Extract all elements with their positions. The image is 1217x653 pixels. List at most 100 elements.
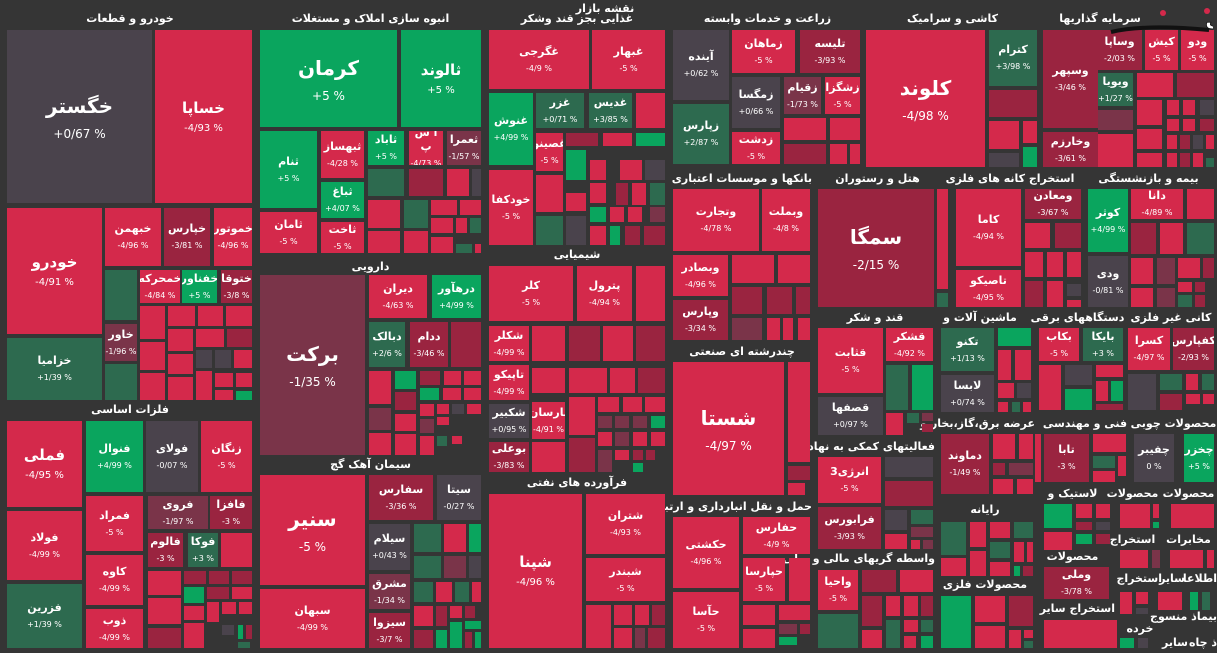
stock-tile[interactable]	[998, 402, 1008, 412]
stock-tile[interactable]	[464, 388, 481, 400]
stock-tile[interactable]	[1067, 284, 1081, 296]
stock-tile[interactable]	[1024, 630, 1033, 638]
stock-tile[interactable]	[431, 200, 457, 215]
stock-tile[interactable]	[467, 404, 481, 414]
stock-tile[interactable]: زنگان -5 %	[201, 421, 252, 492]
stock-tile[interactable]	[196, 329, 224, 347]
stock-tile[interactable]	[1138, 638, 1148, 648]
stock-tile[interactable]	[885, 534, 907, 549]
stock-tile[interactable]: ثامان -5 %	[260, 212, 317, 253]
stock-tile[interactable]: سیزوا -3/7 %	[369, 613, 410, 648]
stock-tile[interactable]	[989, 121, 1019, 149]
stock-tile[interactable]	[1136, 608, 1148, 614]
stock-tile[interactable]	[469, 524, 481, 552]
stock-tile[interactable]	[798, 318, 810, 340]
stock-tile[interactable]	[1065, 389, 1092, 410]
stock-tile[interactable]	[532, 442, 565, 472]
stock-tile[interactable]	[1015, 350, 1031, 380]
stock-tile[interactable]	[536, 175, 563, 212]
stock-tile[interactable]	[532, 368, 565, 393]
stock-tile[interactable]	[993, 479, 1013, 494]
stock-tile[interactable]	[1025, 252, 1043, 277]
stock-tile[interactable]: حآسا -5 %	[673, 592, 739, 648]
stock-tile[interactable]: فولاد -4/99 %	[7, 511, 82, 580]
stock-tile[interactable]	[990, 522, 1010, 538]
stock-tile[interactable]	[196, 371, 212, 400]
stock-tile[interactable]	[148, 571, 181, 595]
stock-tile[interactable]	[1096, 381, 1108, 401]
stock-tile[interactable]	[1206, 158, 1214, 167]
stock-tile[interactable]	[886, 596, 900, 616]
stock-tile[interactable]	[1076, 522, 1092, 530]
stock-tile[interactable]: خاور -1/96 %	[105, 324, 137, 361]
stock-tile[interactable]	[1024, 641, 1033, 648]
stock-tile[interactable]: وسپهر -3/46 %	[1043, 30, 1098, 128]
stock-tile[interactable]	[1131, 223, 1156, 254]
stock-tile[interactable]	[414, 582, 433, 602]
stock-tile[interactable]	[196, 350, 212, 368]
stock-tile[interactable]	[1207, 550, 1214, 568]
stock-tile[interactable]	[800, 624, 810, 634]
stock-tile[interactable]	[465, 606, 475, 618]
stock-tile[interactable]	[632, 183, 646, 205]
stock-tile[interactable]: لابسا +0/74 %	[941, 375, 994, 412]
stock-tile[interactable]	[1183, 100, 1195, 115]
stock-tile[interactable]	[420, 436, 434, 455]
stock-tile[interactable]: غنوش +4/99 %	[489, 93, 533, 165]
stock-tile[interactable]	[989, 90, 1037, 117]
stock-tile[interactable]	[1128, 374, 1156, 410]
stock-tile[interactable]: کفپارس -2/93 %	[1173, 328, 1214, 370]
stock-tile[interactable]	[1137, 129, 1162, 149]
stock-tile[interactable]	[566, 193, 586, 211]
stock-tile[interactable]	[590, 207, 606, 222]
stock-tile[interactable]	[1167, 100, 1179, 115]
stock-tile[interactable]	[784, 118, 826, 140]
stock-tile[interactable]	[989, 153, 1019, 167]
stock-tile[interactable]	[1111, 381, 1123, 401]
stock-tile[interactable]	[470, 218, 481, 233]
stock-tile[interactable]	[779, 637, 797, 645]
stock-tile[interactable]	[451, 322, 481, 367]
stock-tile[interactable]	[610, 226, 620, 245]
stock-tile[interactable]	[1195, 282, 1205, 292]
stock-tile[interactable]	[456, 218, 467, 233]
stock-tile[interactable]: شبندر -5 %	[586, 558, 665, 601]
stock-tile[interactable]	[1120, 638, 1134, 648]
stock-tile[interactable]	[1200, 100, 1214, 115]
stock-tile[interactable]	[1096, 404, 1123, 410]
stock-tile[interactable]	[369, 433, 391, 455]
stock-tile[interactable]	[767, 287, 792, 314]
stock-tile[interactable]	[1039, 370, 1057, 410]
stock-tile[interactable]: کرمان +5 %	[260, 30, 397, 127]
stock-tile[interactable]	[207, 602, 219, 622]
stock-tile[interactable]	[1193, 153, 1203, 167]
stock-tile[interactable]	[444, 371, 461, 385]
stock-tile[interactable]: کاما -4/94 %	[956, 189, 1021, 266]
stock-tile[interactable]: ثعمرا -1/57 %	[447, 131, 481, 165]
stock-tile[interactable]	[460, 200, 481, 215]
stock-tile[interactable]	[436, 606, 447, 626]
stock-tile[interactable]: خزامیا +1/39 %	[7, 338, 102, 400]
stock-tile[interactable]	[148, 628, 181, 648]
stock-tile[interactable]	[923, 540, 933, 549]
stock-tile[interactable]	[569, 326, 600, 361]
stock-tile[interactable]: انرژی3 -5 %	[818, 457, 881, 503]
stock-tile[interactable]	[970, 551, 986, 576]
stock-tile[interactable]: ومعادن -3/67 %	[1025, 189, 1081, 219]
stock-tile[interactable]	[778, 255, 810, 283]
stock-tile[interactable]	[215, 350, 231, 368]
stock-tile[interactable]	[779, 624, 797, 634]
stock-tile[interactable]	[369, 408, 391, 430]
stock-tile[interactable]	[1044, 504, 1072, 528]
stock-tile[interactable]	[1137, 73, 1173, 97]
stock-tile[interactable]: کلوند -4/98 %	[866, 30, 985, 167]
stock-tile[interactable]	[1157, 258, 1175, 284]
stock-tile[interactable]: کاوه -4/99 %	[86, 555, 143, 605]
stock-tile[interactable]: زماهان -5 %	[732, 30, 795, 73]
stock-tile[interactable]	[1171, 504, 1214, 528]
stock-tile[interactable]: وملی -3/78 %	[1044, 567, 1109, 599]
stock-tile[interactable]: خودرو -4/91 %	[7, 208, 102, 334]
stock-tile[interactable]	[1167, 135, 1177, 149]
stock-tile[interactable]	[1203, 258, 1214, 278]
stock-tile[interactable]	[990, 562, 1010, 576]
